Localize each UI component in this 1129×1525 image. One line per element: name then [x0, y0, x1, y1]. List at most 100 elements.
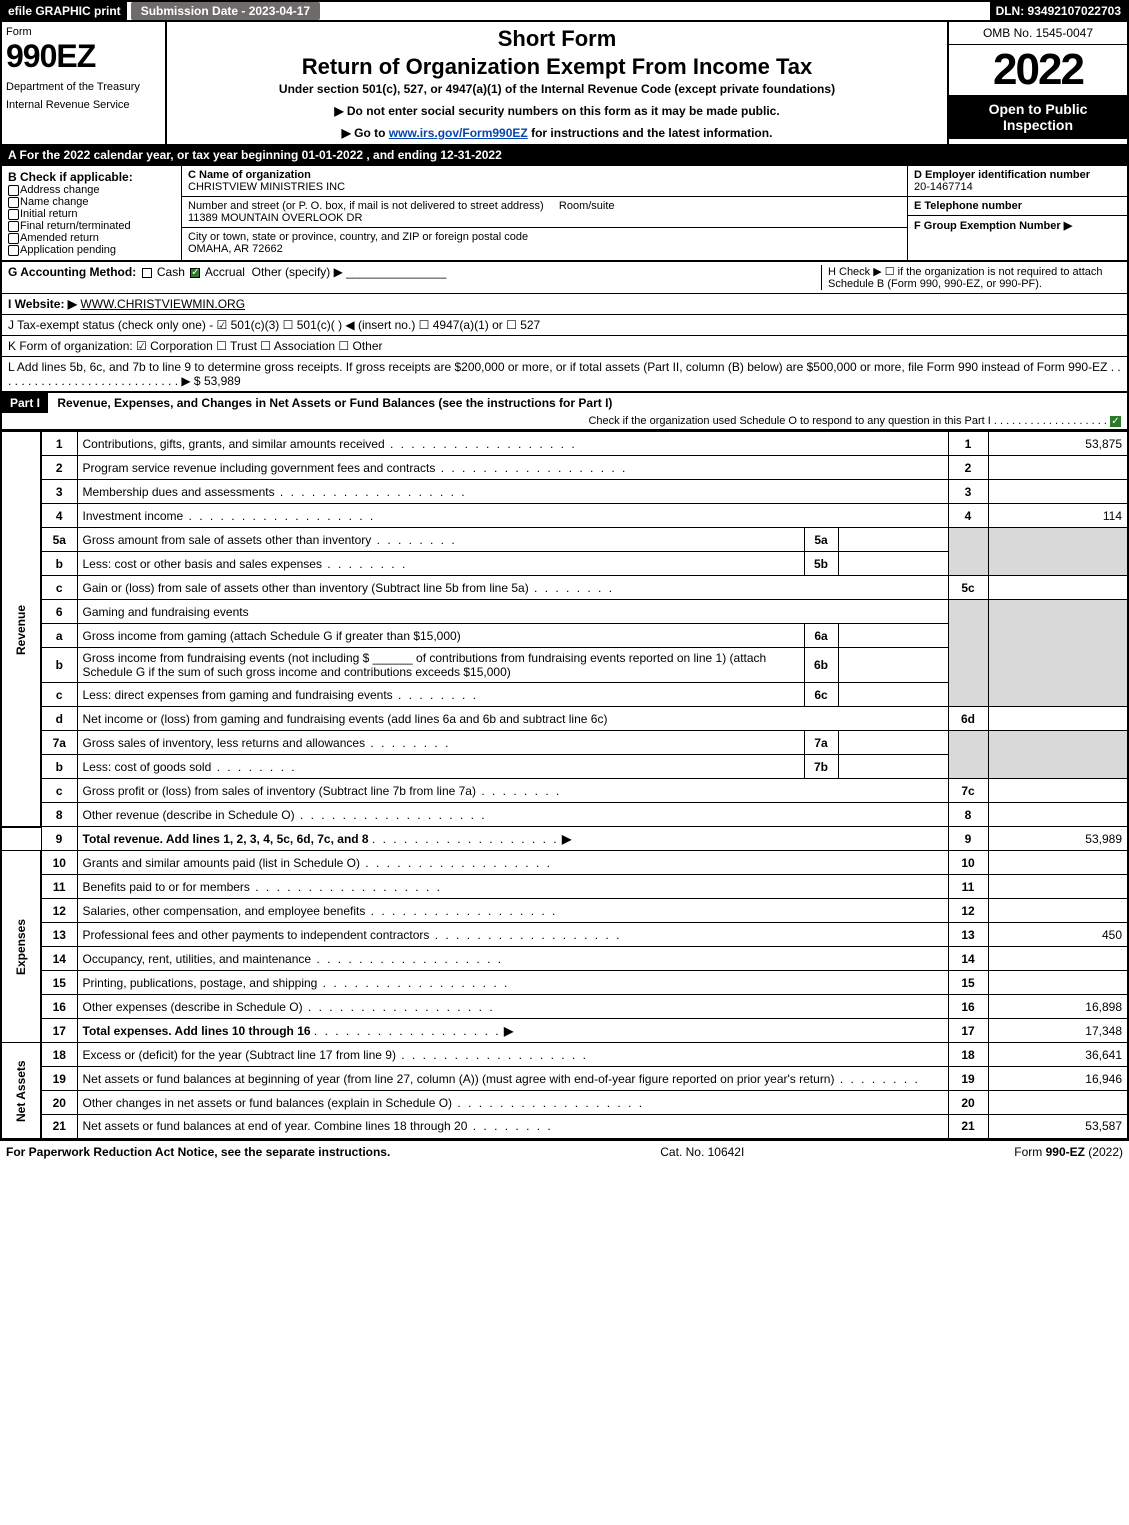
ln-6d-num: d [41, 707, 77, 731]
line-gh: G Accounting Method: Cash Accrual Other … [2, 262, 1127, 294]
top-bar: efile GRAPHIC print Submission Date - 20… [0, 0, 1129, 22]
b-opt-initial[interactable]: Initial return [8, 208, 175, 220]
ln-7a-mv [838, 731, 948, 755]
form-header: Form 990EZ Department of the Treasury In… [0, 22, 1129, 146]
ln-1-val: 53,875 [988, 432, 1128, 456]
footer-left: For Paperwork Reduction Act Notice, see … [6, 1145, 390, 1159]
ln-19-rnum: 19 [948, 1067, 988, 1091]
ln-2-desc: Program service revenue including govern… [77, 456, 948, 480]
ln-21-desc: Net assets or fund balances at end of ye… [77, 1115, 948, 1139]
ln-15-val [988, 971, 1128, 995]
e-block: E Telephone number [908, 197, 1127, 216]
part1-label: Part I [2, 393, 48, 413]
ln-5c-val [988, 576, 1128, 600]
ln-6-shade [948, 600, 988, 707]
ln-8-rnum: 8 [948, 803, 988, 827]
ln-7ab-shade [948, 731, 988, 779]
return-title: Return of Organization Exempt From Incom… [175, 54, 939, 80]
ln-7a-num: 7a [41, 731, 77, 755]
ln-17-rnum: 17 [948, 1019, 988, 1043]
part1-table: Revenue 1 Contributions, gifts, grants, … [0, 431, 1129, 1140]
i-label: I Website: ▶ [8, 297, 77, 311]
ln-4-num: 4 [41, 504, 77, 528]
arrow-icon: ▶ [504, 1024, 513, 1038]
ln-12-desc: Salaries, other compensation, and employ… [77, 899, 948, 923]
b-opt-address[interactable]: Address change [8, 184, 175, 196]
b-opt-name[interactable]: Name change [8, 196, 175, 208]
c-name-block: C Name of organization CHRISTVIEW MINIST… [182, 166, 907, 197]
ln-10-rnum: 10 [948, 851, 988, 875]
ln-5a-num: 5a [41, 528, 77, 552]
dln: DLN: 93492107022703 [990, 2, 1127, 20]
footer-mid: Cat. No. 10642I [660, 1145, 744, 1159]
c-city-block: City or town, state or province, country… [182, 228, 907, 258]
ln-5a-mv [838, 528, 948, 552]
form-number: 990EZ [6, 38, 161, 75]
org-name: CHRISTVIEW MINISTRIES INC [188, 181, 345, 193]
irs-link[interactable]: www.irs.gov/Form990EZ [389, 126, 528, 140]
ln-16-val: 16,898 [988, 995, 1128, 1019]
schedule-o-check[interactable]: ✓ [1110, 416, 1121, 427]
form-label: Form [6, 26, 161, 38]
website-link[interactable]: WWW.CHRISTVIEWMIN.ORG [80, 297, 245, 311]
netassets-vlabel: Net Assets [1, 1043, 41, 1139]
section-def: D Employer identification number 20-1467… [907, 166, 1127, 260]
g-cash-checkbox[interactable] [142, 268, 152, 278]
section-c: C Name of organization CHRISTVIEW MINIST… [182, 166, 907, 260]
ssn-warning: ▶ Do not enter social security numbers o… [175, 104, 939, 118]
footer-right-bold: 990-EZ [1046, 1145, 1085, 1159]
under-section: Under section 501(c), 527, or 4947(a)(1)… [175, 82, 939, 96]
dept-treasury: Department of the Treasury [6, 81, 161, 93]
ln-5c-rnum: 5c [948, 576, 988, 600]
ln-11-desc: Benefits paid to or for members [77, 875, 948, 899]
ln-5c-desc: Gain or (loss) from sale of assets other… [77, 576, 948, 600]
ln-20-rnum: 20 [948, 1091, 988, 1115]
ln-3-num: 3 [41, 480, 77, 504]
efile-label[interactable]: efile GRAPHIC print [2, 2, 127, 20]
ln-2-rnum: 2 [948, 456, 988, 480]
ln-9-text: Total revenue. Add lines 1, 2, 3, 4, 5c,… [83, 832, 369, 846]
ln-7a-mb: 7a [804, 731, 838, 755]
line-k: K Form of organization: ☑ Corporation ☐ … [2, 336, 1127, 357]
ln-10-num: 10 [41, 851, 77, 875]
ln-8-num: 8 [41, 803, 77, 827]
g-accrual-checkbox[interactable] [190, 268, 200, 278]
inspection-badge: Open to Public Inspection [949, 95, 1127, 139]
l-value: 53,989 [204, 374, 241, 388]
ln-19-num: 19 [41, 1067, 77, 1091]
ln-6b-mb: 6b [804, 648, 838, 683]
ln-17-num: 17 [41, 1019, 77, 1043]
b-label: B Check if applicable: [8, 170, 133, 184]
submission-date: Submission Date - 2023-04-17 [131, 2, 320, 20]
ln-17-text: Total expenses. Add lines 10 through 16 [83, 1024, 311, 1038]
header-right: OMB No. 1545-0047 2022 Open to Public In… [947, 22, 1127, 144]
short-form-title: Short Form [175, 26, 939, 52]
ln-20-num: 20 [41, 1091, 77, 1115]
ln-21-val: 53,587 [988, 1115, 1128, 1139]
h-text: H Check ▶ ☐ if the organization is not r… [821, 265, 1121, 290]
ln-3-desc: Membership dues and assessments [77, 480, 948, 504]
ln-6b-d1: Gross income from fundraising events (no… [83, 651, 370, 665]
ln-7c-num: c [41, 779, 77, 803]
ln-6c-mb: 6c [804, 683, 838, 707]
ln-7a-desc: Gross sales of inventory, less returns a… [77, 731, 804, 755]
expenses-vlabel: Expenses [1, 851, 41, 1043]
ln-18-num: 18 [41, 1043, 77, 1067]
rev-spacer [1, 827, 41, 851]
ln-6d-val [988, 707, 1128, 731]
ln-21-rnum: 21 [948, 1115, 988, 1139]
ln-3-val [988, 480, 1128, 504]
ln-6d-rnum: 6d [948, 707, 988, 731]
g-other: Other (specify) ▶ [252, 265, 343, 279]
footer-right-pre: Form [1014, 1145, 1045, 1159]
f-block: F Group Exemption Number ▶ [908, 216, 1127, 260]
ln-6c-num: c [41, 683, 77, 707]
b-opt-amended[interactable]: Amended return [8, 232, 175, 244]
b-opt-final[interactable]: Final return/terminated [8, 220, 175, 232]
b-opt-pending[interactable]: Application pending [8, 244, 175, 256]
ln-18-rnum: 18 [948, 1043, 988, 1067]
ln-4-val: 114 [988, 504, 1128, 528]
ln-5ab-shade-v [988, 528, 1128, 576]
ln-9-val: 53,989 [988, 827, 1128, 851]
header-left: Form 990EZ Department of the Treasury In… [2, 22, 167, 144]
